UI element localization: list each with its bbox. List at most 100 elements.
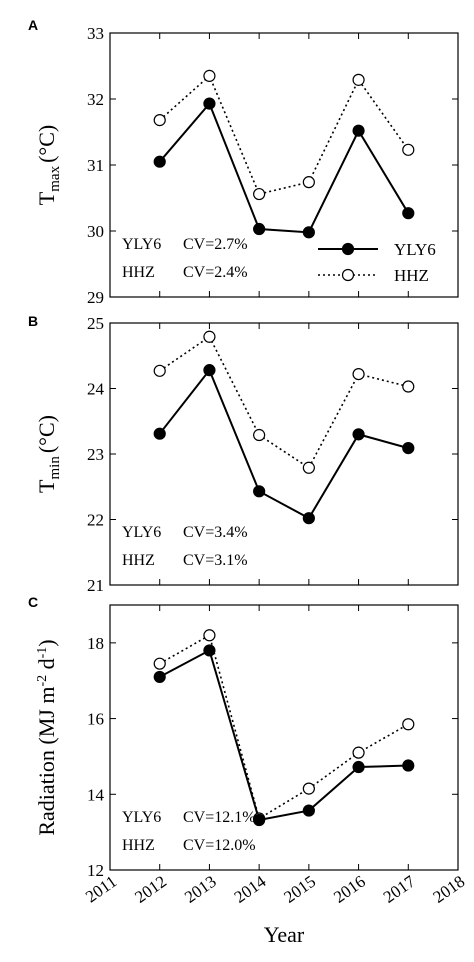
panel-b: B 21 22 23 24 25 Tmin (°C) YLY6 CV=3.4% HHZ CV=3.1% — [28, 313, 459, 595]
data-point-yly6 — [203, 364, 216, 377]
x-axis-title: Year — [264, 922, 305, 947]
data-point-hhz — [402, 380, 415, 393]
panel-label: A — [28, 17, 38, 33]
cv-value: CV=12.0% — [183, 837, 256, 854]
data-point-hhz — [203, 69, 216, 83]
y-tick-label: 29 — [87, 288, 104, 307]
data-point-hhz — [253, 428, 266, 442]
y-tick-label: 21 — [87, 576, 104, 595]
series-line-yly6 — [158, 101, 410, 234]
x-tick-label: 2017 — [380, 871, 419, 906]
data-point-hhz — [153, 114, 166, 127]
data-point-yly6 — [203, 97, 216, 110]
data-point-hhz — [203, 629, 216, 642]
cv-value: CV=2.7% — [183, 236, 248, 253]
y-tick-label: 14 — [87, 785, 105, 804]
data-point-yly6 — [253, 485, 266, 498]
y-axis-title: Tmax (°C) — [34, 125, 63, 205]
y-axis-title-mid: d — [34, 658, 59, 675]
data-point-hhz — [402, 718, 415, 731]
data-point-hhz — [153, 364, 166, 377]
x-tick-label: 2012 — [131, 872, 170, 907]
data-point-yly6 — [153, 427, 166, 440]
panel-a: A 29 30 31 32 33 Tmax (°C) YLY6 CV=2.7% HHZ CV=2.4%… — [28, 17, 459, 307]
legend-label: HHZ — [394, 266, 429, 285]
data-point-yly6 — [352, 760, 365, 774]
data-point-hhz — [253, 187, 266, 201]
data-point-hhz — [302, 461, 315, 474]
plot-frame — [109, 604, 459, 871]
y-axis-title: Tmin (°C) — [34, 415, 63, 493]
data-point-hhz — [402, 143, 415, 156]
data-point-hhz — [352, 746, 365, 759]
x-tick-label: 2013 — [181, 872, 220, 907]
y-tick-label: 24 — [87, 380, 105, 399]
y-tick-label: 12 — [87, 861, 104, 880]
legend-marker-yly6 — [341, 242, 355, 256]
data-point-yly6 — [352, 124, 365, 137]
data-point-hhz — [352, 367, 365, 381]
data-point-yly6 — [402, 207, 415, 220]
series-line-hhz — [159, 335, 409, 469]
series-line-hhz — [159, 634, 409, 820]
cv-value: CV=12.1% — [183, 809, 256, 826]
cv-value: CV=2.4% — [183, 264, 248, 281]
x-tick-label: 2016 — [330, 872, 369, 907]
data-point-hhz — [203, 330, 216, 343]
plot-frame — [109, 322, 459, 586]
series-line-yly6 — [159, 648, 409, 822]
data-point-yly6 — [402, 442, 415, 455]
data-point-yly6 — [302, 226, 315, 239]
y-tick-label: 25 — [87, 314, 104, 333]
y-axis-title-subscript: max — [47, 165, 63, 191]
data-point-hhz — [153, 657, 166, 670]
y-axis-title-end: ) — [34, 639, 59, 646]
data-point-hhz — [302, 176, 315, 189]
cv-series-name: HHZ — [122, 837, 155, 854]
legend-marker-hhz — [341, 268, 355, 282]
data-point-yly6 — [352, 428, 365, 441]
y-axis-title-superscript: -1 — [35, 647, 50, 659]
data-point-yly6 — [253, 813, 266, 827]
legend-label: YLY6 — [394, 240, 436, 259]
data-point-yly6 — [253, 222, 266, 236]
y-axis-title-main: Radiation (MJ m — [34, 687, 59, 836]
data-point-yly6 — [153, 670, 166, 684]
panel-label: B — [28, 313, 38, 329]
data-point-yly6 — [203, 644, 216, 657]
y-axis-title-subscript: min — [47, 456, 63, 480]
y-axis-title-main: T — [34, 191, 59, 205]
y-tick-label: 18 — [87, 634, 104, 653]
y-axis-title-unit: (°C) — [34, 415, 59, 453]
y-tick-label: 32 — [87, 90, 104, 109]
series-line-yly6 — [158, 368, 409, 520]
y-tick-label: 16 — [87, 710, 104, 729]
y-tick-label: 30 — [87, 222, 104, 241]
cv-value: CV=3.1% — [183, 552, 248, 569]
data-point-hhz — [352, 73, 365, 86]
panel-c: C 12 14 16 18 Radiation (MJ m-2 d-1) YLY6 CV=12… — [28, 594, 468, 947]
y-tick-label: 33 — [87, 24, 104, 43]
series-line-hhz — [159, 74, 409, 195]
data-point-yly6 — [402, 759, 415, 772]
data-point-yly6 — [302, 804, 315, 817]
x-tick-label: 2014 — [231, 871, 270, 906]
x-tick-label: 2015 — [280, 872, 319, 907]
x-tick-label: 2018 — [430, 872, 469, 907]
cv-series-name: YLY6 — [122, 236, 161, 253]
y-tick-label: 22 — [87, 511, 104, 530]
cv-series-name: HHZ — [122, 552, 155, 569]
y-axis-title-superscript: -2 — [35, 675, 50, 687]
panel-label: C — [28, 594, 38, 610]
data-point-hhz — [302, 782, 315, 795]
data-point-yly6 — [302, 512, 315, 525]
y-tick-label: 31 — [87, 156, 104, 175]
cv-series-name: YLY6 — [122, 809, 161, 826]
y-axis-title-main: T — [34, 479, 59, 493]
cv-value: CV=3.4% — [183, 524, 248, 541]
cv-series-name: HHZ — [122, 264, 155, 281]
y-axis-title: Radiation (MJ m-2 d-1) — [34, 639, 59, 835]
data-point-yly6 — [153, 155, 166, 168]
cv-series-name: YLY6 — [122, 524, 161, 541]
